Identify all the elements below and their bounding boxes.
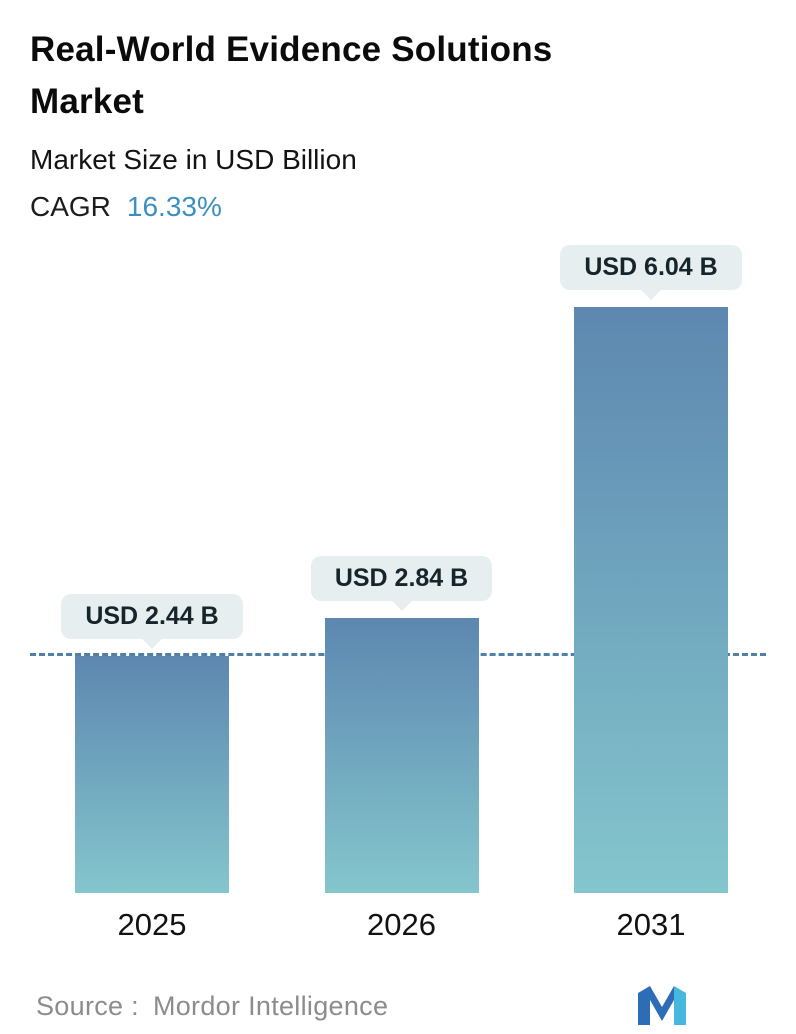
bar-2025: [75, 656, 229, 893]
value-label-pointer: [641, 290, 661, 300]
chart-title: Real-World Evidence Solutions Market: [30, 30, 553, 121]
cagr-row: CAGR 16.33%: [30, 191, 766, 223]
bar-column-2031: USD 6.04 B: [560, 245, 742, 893]
value-label-pill: USD 2.84 B: [310, 556, 493, 601]
value-label-group: USD 2.44 B: [61, 594, 243, 649]
x-axis-label-2031: 2031: [616, 907, 686, 942]
bar-2026: [324, 618, 479, 893]
footer: Source : Mordor Intelligence: [30, 983, 766, 1030]
value-label-pointer: [142, 639, 162, 649]
source-label: Source :: [36, 991, 139, 1021]
cagr-value: 16.33%: [126, 191, 222, 222]
value-label-pointer: [391, 601, 412, 611]
mordor-intelligence-logo-icon: [638, 983, 700, 1030]
source-value: Mordor Intelligence: [152, 991, 389, 1021]
source-attribution: Source : Mordor Intelligence: [36, 991, 388, 1022]
bar-2031: [574, 307, 728, 893]
bars: USD 2.44 B USD 2.84 B USD 6.04 B: [30, 233, 766, 893]
bar-chart: USD 2.44 B USD 2.84 B USD 6.04 B: [30, 233, 766, 893]
x-axis-label-2025: 2025: [117, 907, 187, 942]
chart-subtitle: Market Size in USD Billion: [30, 144, 357, 175]
year-labels: 2025 2026 2031: [30, 907, 766, 943]
value-label-group: USD 6.04 B: [560, 245, 742, 300]
x-axis-label-2026: 2026: [367, 907, 436, 942]
value-label-group: USD 2.84 B: [310, 556, 493, 611]
value-label-pill: USD 2.44 B: [61, 594, 243, 639]
value-label-pill: USD 6.04 B: [560, 245, 742, 290]
bar-column-2026: USD 2.84 B: [310, 556, 493, 893]
bar-column-2025: USD 2.44 B: [61, 594, 243, 893]
cagr-label: CAGR: [30, 191, 111, 222]
